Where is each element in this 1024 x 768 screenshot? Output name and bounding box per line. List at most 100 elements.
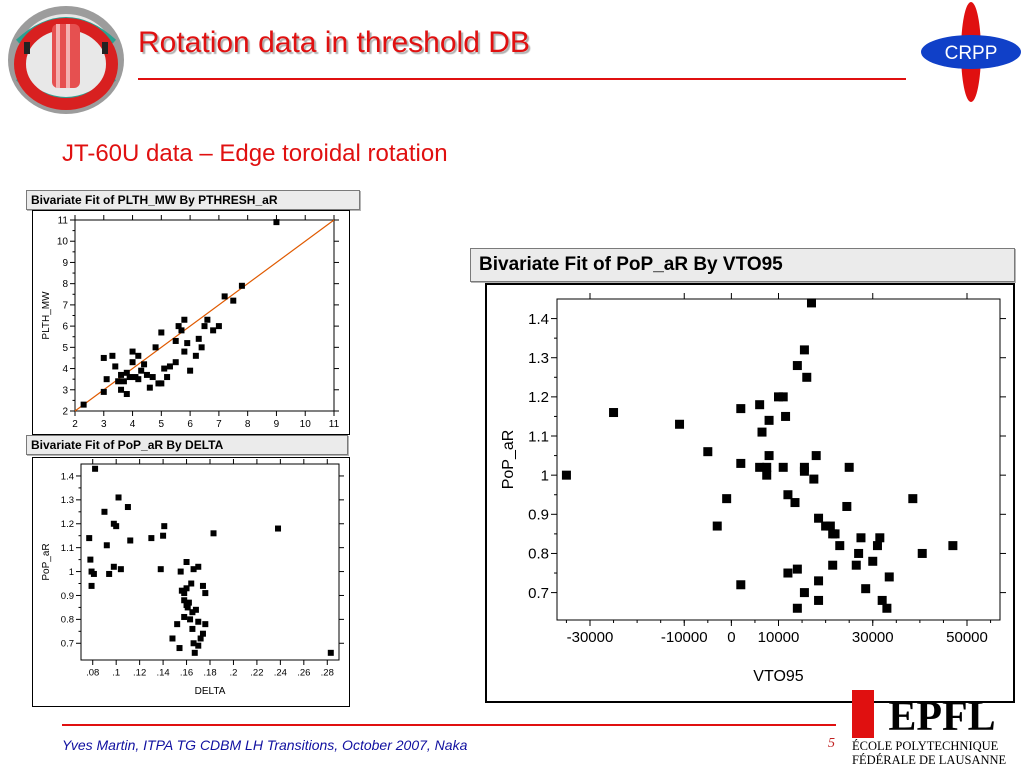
chart2-data-point	[177, 568, 184, 575]
chart3-ytick-label: 1	[541, 467, 549, 484]
chart1-data-point	[172, 359, 179, 366]
chart2-ytick-label: 1.3	[61, 495, 74, 506]
chart3-xtick-label: 30000	[852, 629, 894, 646]
chart2-data-point	[185, 599, 192, 606]
chart3-ytick-label: 0.7	[528, 585, 549, 602]
chart1-data-point	[123, 391, 130, 398]
chart3-ytick-label: 1.1	[528, 428, 549, 445]
chart2-xlabel: DELTA	[195, 686, 226, 697]
chart2-ytick-label: 0.7	[61, 639, 74, 650]
chart2-data-point	[106, 570, 113, 577]
chart3-xtick-label: -30000	[567, 629, 614, 646]
chart2-ytick-label: 1.4	[61, 471, 74, 482]
chart2-data-point	[115, 494, 122, 501]
chart3-xtick-label: 10000	[758, 629, 800, 646]
chart2-data-point	[190, 566, 197, 573]
chart1-xtick-label: 11	[329, 419, 340, 430]
chart3-data-point	[792, 361, 802, 371]
crpp-logo: CRPP	[921, 2, 1021, 102]
chart1-data-point	[80, 401, 87, 408]
chart2-svg: 0.7 0.8 0.9 1 1.1 1.2 1.3 1.4 .08 .1 .12 .14 .16 .18.…	[41, 459, 344, 697]
chart3-data-point	[703, 447, 713, 457]
chart3-data-point	[778, 392, 788, 402]
chart2-data-point	[188, 580, 195, 587]
chart2-xtick-label: .16	[180, 668, 193, 679]
chart2-data-point	[327, 649, 334, 656]
chart2-data-point	[169, 635, 176, 642]
chart3-data-point	[809, 474, 819, 484]
chart3-data-point	[821, 521, 831, 531]
chart2-data-point	[189, 625, 196, 632]
chart3-ytick-label: 1.4	[528, 311, 549, 328]
chart2-data-point	[160, 532, 167, 539]
chart2-data-point	[157, 566, 164, 573]
chart1-ytick-label: 11	[58, 216, 69, 227]
chart1-data-point	[109, 352, 116, 359]
chart3-data-point	[736, 458, 746, 468]
chart2-xtick-label: .18	[203, 668, 216, 679]
chart3-ytick-label: 1.3	[528, 350, 549, 367]
chart2-data-point	[183, 585, 190, 592]
chart2-data-point	[192, 606, 199, 613]
slide-title: Rotation data in threshold DB	[138, 26, 530, 59]
chart1-data-point	[215, 323, 222, 330]
chart3-data-point	[799, 588, 809, 598]
chart1-xtick-label: 9	[274, 419, 280, 430]
chart3-plot-area	[556, 298, 1001, 621]
chart1-xtick-label: 7	[216, 419, 222, 430]
chart1-data-point	[178, 327, 185, 334]
epfl-logo: EPFL ÉCOLE POLYTECHNIQUE FÉDÉRALE DE LAU…	[852, 690, 1007, 767]
chart3-data-point	[799, 466, 809, 476]
chart2-ytick-label: 0.9	[61, 591, 74, 602]
chart3-xlabel: VTO95	[753, 668, 804, 685]
footer-rule	[62, 724, 836, 726]
chart2-ylabel: PoP_aR	[41, 543, 52, 580]
chart2-data-point	[195, 642, 202, 649]
chart1-xtick-label: 3	[101, 419, 107, 430]
chart2-xtick-label: .24	[274, 668, 287, 679]
chart3-data-point	[854, 548, 864, 558]
chart2-data-point	[181, 590, 188, 597]
chart1-xtick-label: 6	[187, 419, 193, 430]
chart1-data-point	[195, 335, 202, 342]
chart3-data-point	[835, 541, 845, 551]
footer-text: Yves Martin, ITPA TG CDBM LH Transitions…	[62, 737, 468, 753]
chart2-data-point	[189, 609, 196, 616]
chart2-data-point	[90, 570, 97, 577]
chart2-data-point	[181, 613, 188, 620]
chart3-data-point	[875, 533, 885, 543]
chart2-xtick-label: .28	[321, 668, 334, 679]
chart3-data-point	[825, 521, 835, 531]
chart3-ytick-label: 0.8	[528, 546, 549, 563]
chart2-data-point	[148, 535, 155, 542]
chart1-data-point	[187, 367, 194, 374]
chart3-data-point	[806, 298, 816, 308]
chart2-ytick-label: 1.2	[61, 519, 74, 530]
chart1-data-point	[112, 363, 119, 370]
chart3-data-point	[799, 345, 809, 355]
chart3-data-point	[792, 603, 802, 613]
chart2-data-point	[110, 563, 117, 570]
chart2-data-point	[184, 604, 191, 611]
chart3-data-point	[872, 541, 882, 551]
chart1-data-point	[181, 316, 188, 323]
chart3-data-point	[762, 470, 772, 480]
chart1-data-point	[115, 378, 122, 385]
chart3-data-point	[792, 564, 802, 574]
chart3-data-point	[856, 533, 866, 543]
chart1-data-point	[184, 340, 191, 347]
chart2-xtick-label: .08	[86, 668, 99, 679]
chart1-ytick-label: 7	[62, 300, 68, 311]
chart1-data-point	[161, 365, 168, 372]
chart2-data-point	[117, 566, 124, 573]
chart3-data-point	[764, 451, 774, 461]
chart3-data-point	[802, 372, 812, 382]
chart1-data-point	[172, 337, 179, 344]
tokamak-logo	[8, 6, 124, 114]
slide-subtitle: JT-60U data – Edge toroidal rotation	[62, 140, 448, 167]
chart3-data-point	[842, 501, 852, 511]
chart3-data-point	[830, 529, 840, 539]
chart3-data-point	[948, 541, 958, 551]
chart2-data-point	[176, 645, 183, 652]
chart2-data-point	[181, 597, 188, 604]
